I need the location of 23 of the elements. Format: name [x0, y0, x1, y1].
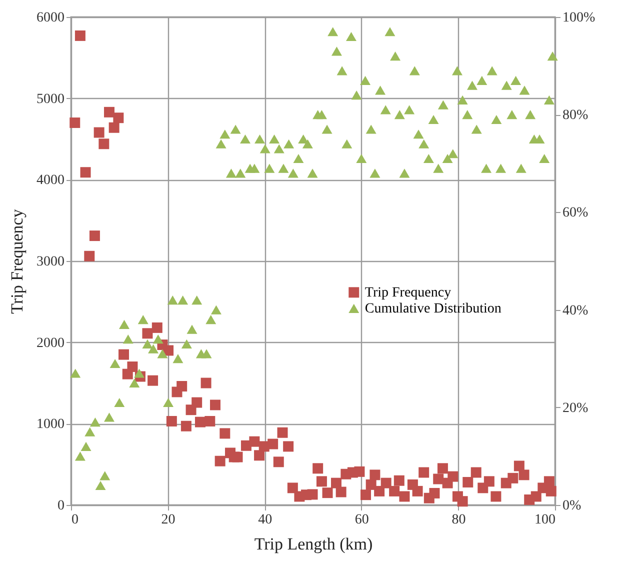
- x-axis-title: Trip Length (km): [254, 534, 373, 554]
- y2-tick-label: 60%: [562, 206, 588, 221]
- y-tick-label: 4000: [36, 173, 64, 188]
- y-tick-label: 5000: [36, 92, 64, 107]
- y-tick-label: 6000: [36, 10, 64, 26]
- legend-label: Trip Frequency: [364, 285, 452, 300]
- y-tick-label: 3000: [36, 254, 64, 270]
- legend-label: Cumulative Distribution: [364, 301, 502, 316]
- x-tick-label: 20: [161, 512, 176, 528]
- x-tick-label: 60: [354, 512, 369, 528]
- y-tick-label: 0: [58, 498, 64, 514]
- x-tick-label: 80: [452, 512, 466, 528]
- y-axis-title: Trip Frequency: [8, 208, 26, 314]
- x-tick-label: 100: [534, 512, 556, 528]
- x-tick-label: 40: [258, 512, 272, 528]
- y2-tick-label: 40%: [562, 303, 588, 318]
- y-tick-label: 2000: [36, 336, 64, 351]
- y-tick-label: 1000: [36, 417, 64, 432]
- x-tick-label: 0: [72, 512, 78, 528]
- y2-tick-label: 80%: [562, 108, 588, 124]
- y2-tick-label: 0%: [562, 498, 582, 514]
- y2-tick-label: 100%: [562, 10, 596, 26]
- y2-tick-label: 20%: [562, 400, 588, 416]
